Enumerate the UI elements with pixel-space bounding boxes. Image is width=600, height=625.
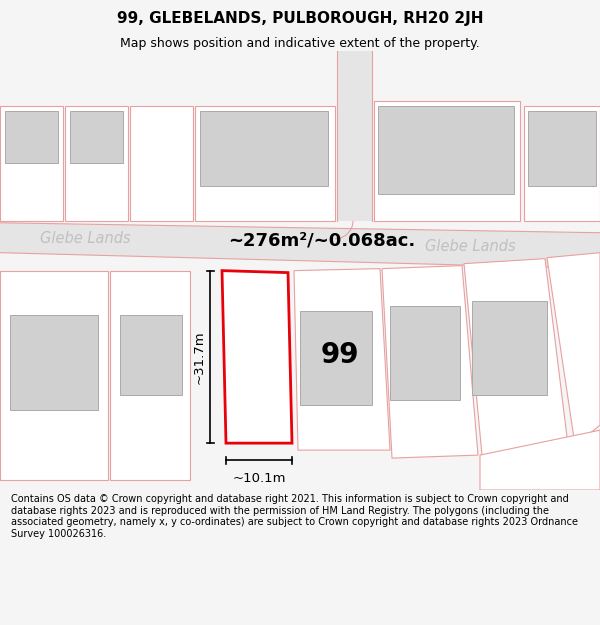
Text: Map shows position and indicative extent of the property.: Map shows position and indicative extent… (120, 37, 480, 50)
Bar (5, 111, 58, 163)
Polygon shape (110, 271, 190, 480)
Bar (300, 311, 372, 405)
Polygon shape (0, 271, 108, 480)
Text: 99: 99 (321, 341, 359, 369)
Polygon shape (547, 253, 600, 445)
Text: ~276m²/~0.068ac.: ~276m²/~0.068ac. (228, 232, 415, 250)
Bar (200, 111, 328, 186)
Polygon shape (337, 51, 372, 221)
Polygon shape (0, 106, 63, 221)
Text: 99, GLEBELANDS, PULBOROUGH, RH20 2JH: 99, GLEBELANDS, PULBOROUGH, RH20 2JH (117, 11, 483, 26)
Polygon shape (65, 106, 128, 221)
Bar (472, 301, 547, 395)
Text: Glebe Lands: Glebe Lands (425, 239, 515, 254)
Bar (120, 316, 182, 395)
Polygon shape (524, 106, 600, 221)
Polygon shape (222, 271, 292, 443)
Text: ~10.1m: ~10.1m (232, 472, 286, 485)
Polygon shape (294, 269, 390, 450)
Polygon shape (374, 101, 520, 221)
Text: Glebe Lands: Glebe Lands (40, 231, 130, 246)
Polygon shape (464, 259, 568, 455)
Bar (70, 111, 123, 163)
Polygon shape (382, 266, 478, 458)
Bar (390, 306, 460, 400)
Text: ~31.7m: ~31.7m (193, 330, 206, 384)
Polygon shape (130, 106, 193, 221)
Bar (10, 316, 98, 410)
Polygon shape (195, 106, 335, 221)
Text: Contains OS data © Crown copyright and database right 2021. This information is : Contains OS data © Crown copyright and d… (11, 494, 578, 539)
Polygon shape (480, 430, 600, 490)
Bar (378, 106, 514, 194)
Polygon shape (0, 222, 600, 269)
Bar (528, 111, 596, 186)
